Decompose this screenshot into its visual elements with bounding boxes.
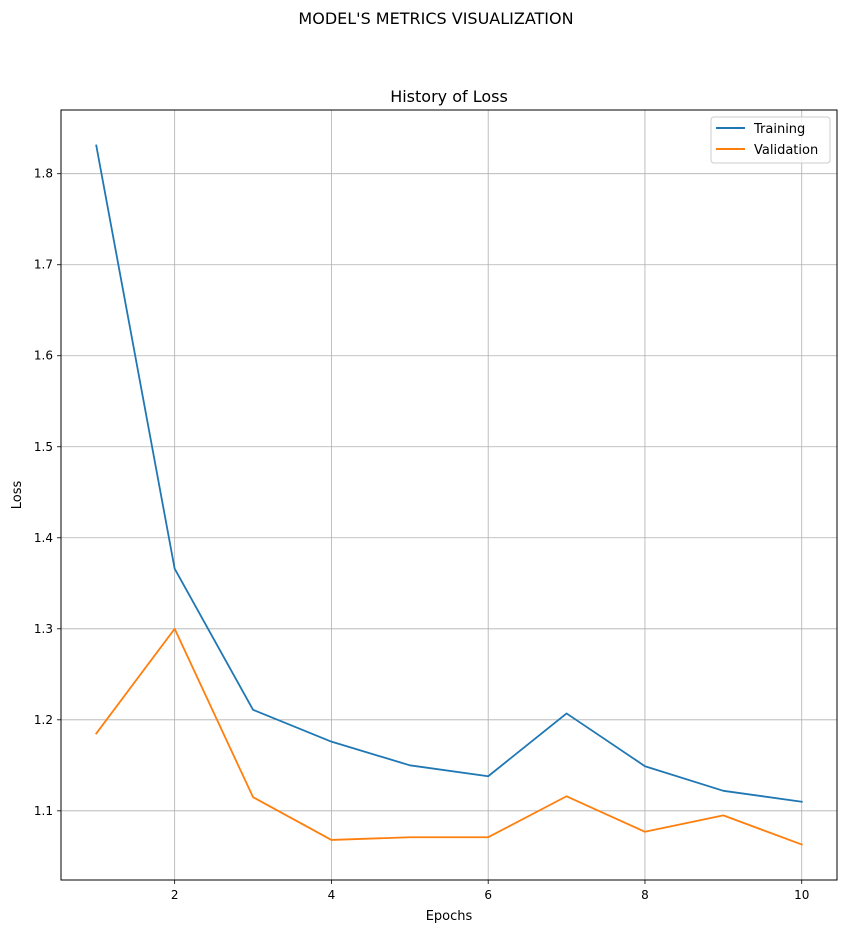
y-tick-label: 1.2 [34, 713, 53, 727]
legend-label-training: Training [753, 122, 805, 137]
grid [61, 110, 837, 880]
y-tick-label: 1.4 [34, 531, 53, 545]
legend-label-validation: Validation [754, 143, 818, 158]
x-tick-label: 8 [641, 888, 649, 902]
x-tick-label: 2 [171, 888, 179, 902]
series-lines [95, 144, 803, 846]
y-tick-label: 1.3 [34, 622, 53, 636]
y-tick-label: 1.6 [34, 349, 53, 363]
plot-frame [60, 109, 838, 881]
x-tick-label: 6 [484, 888, 492, 902]
ticks: 2 4 6 8 10 1.1 1.2 1.3 1.4 1.5 1.6 1.7 1.8 [34, 167, 809, 902]
y-tick-label: 1.5 [34, 440, 53, 454]
y-axis-label: Loss [10, 481, 25, 510]
y-tick-label: 1.1 [34, 804, 53, 818]
series-line-training [95, 144, 803, 803]
x-tick-label: 4 [328, 888, 336, 902]
series-line-validation [95, 627, 803, 846]
legend: Training Validation [710, 116, 831, 164]
y-tick-label: 1.7 [34, 258, 53, 272]
figure-suptitle: MODEL'S METRICS VISUALIZATION [298, 9, 573, 28]
x-tick-label: 10 [794, 888, 809, 902]
x-axis-label: Epochs [426, 909, 473, 924]
y-tick-label: 1.8 [34, 167, 53, 181]
chart-title: History of Loss [390, 87, 508, 106]
